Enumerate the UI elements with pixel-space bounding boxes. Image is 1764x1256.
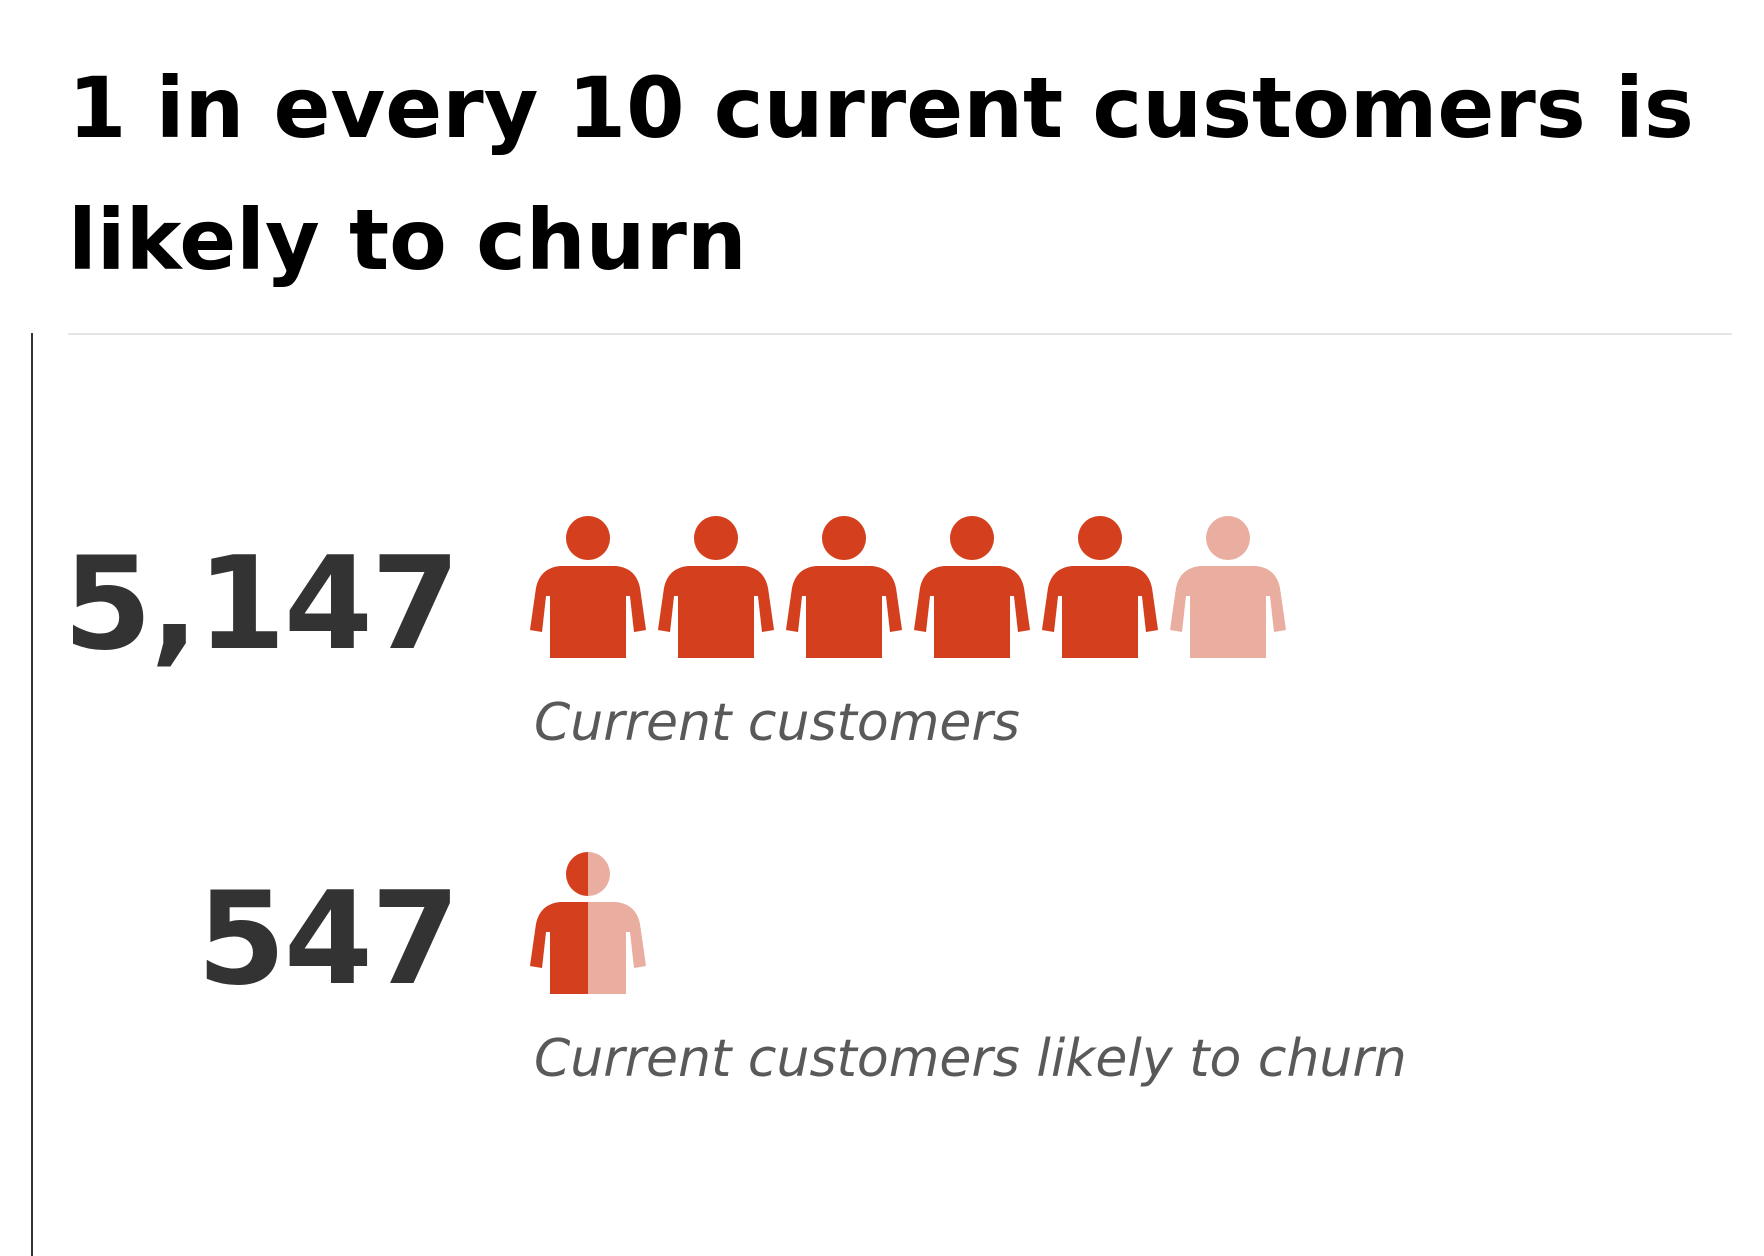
pictograph-svg (530, 516, 1286, 658)
current-customers-value: 5,147 (63, 530, 460, 679)
churn-customers-icons (530, 848, 670, 998)
person-icon (1042, 516, 1158, 658)
person-icon (530, 852, 646, 994)
person-icon (786, 516, 902, 658)
person-icon (658, 516, 774, 658)
horizontal-divider (68, 333, 1732, 335)
person-icon (914, 516, 1030, 658)
current-customers-icons (530, 512, 1330, 662)
person-icon (530, 516, 646, 658)
person-icon (1170, 516, 1286, 658)
page-title: 1 in every 10 current customers is likel… (68, 59, 1694, 289)
current-customers-label: Current customers (534, 693, 1020, 753)
churn-customers-label: Current customers likely to churn (534, 1029, 1407, 1089)
churn-customers-value: 547 (196, 865, 460, 1014)
vertical-divider (31, 333, 33, 1256)
pictograph-svg (530, 852, 646, 994)
